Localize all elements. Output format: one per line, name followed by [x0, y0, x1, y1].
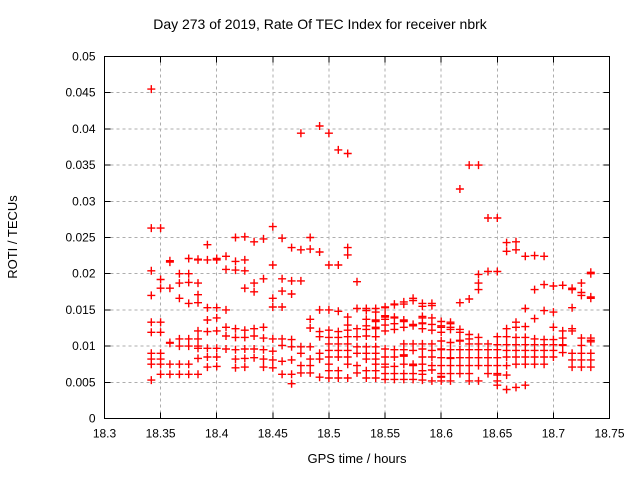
x-axis-label: GPS time / hours	[308, 451, 407, 466]
y-tick-label: 0.02	[72, 267, 96, 281]
x-tick-label: 18.75	[594, 427, 624, 441]
x-tick-label: 18.6	[430, 427, 454, 441]
y-tick-label: 0.01	[72, 339, 96, 353]
y-tick-label: 0.045	[65, 86, 95, 100]
frame-layer	[104, 56, 610, 419]
x-tick-label: 18.5	[317, 427, 341, 441]
chart-title: Day 273 of 2019, Rate Of TEC Index for r…	[153, 16, 488, 32]
y-tick-label: 0.05	[72, 50, 96, 64]
x-tick-label: 18.65	[482, 427, 512, 441]
tick-labels-layer: 18.3 18.35 18.4 18.45 18.5 18.55 18.6 18.65 18.7…	[65, 50, 624, 441]
x-tick-label: 18.4	[205, 427, 229, 441]
data-points-layer	[147, 85, 595, 394]
y-tick-label: 0.04	[72, 122, 96, 136]
y-tick-label: 0.005	[65, 375, 95, 389]
y-tick-label: 0	[89, 412, 96, 426]
x-tick-label: 18.7	[542, 427, 566, 441]
x-tick-label: 18.55	[370, 427, 400, 441]
x-tick-label: 18.45	[258, 427, 288, 441]
y-tick-label: 0.03	[72, 194, 96, 208]
x-tick-label: 18.3	[93, 427, 117, 441]
y-tick-label: 0.015	[65, 303, 95, 317]
y-tick-label: 0.025	[65, 231, 95, 245]
y-tick-label: 0.035	[65, 158, 95, 172]
y-axis-label: ROTI / TECUs	[5, 195, 20, 279]
scatter-plus-markers	[147, 85, 595, 394]
x-tick-label: 18.35	[146, 427, 176, 441]
